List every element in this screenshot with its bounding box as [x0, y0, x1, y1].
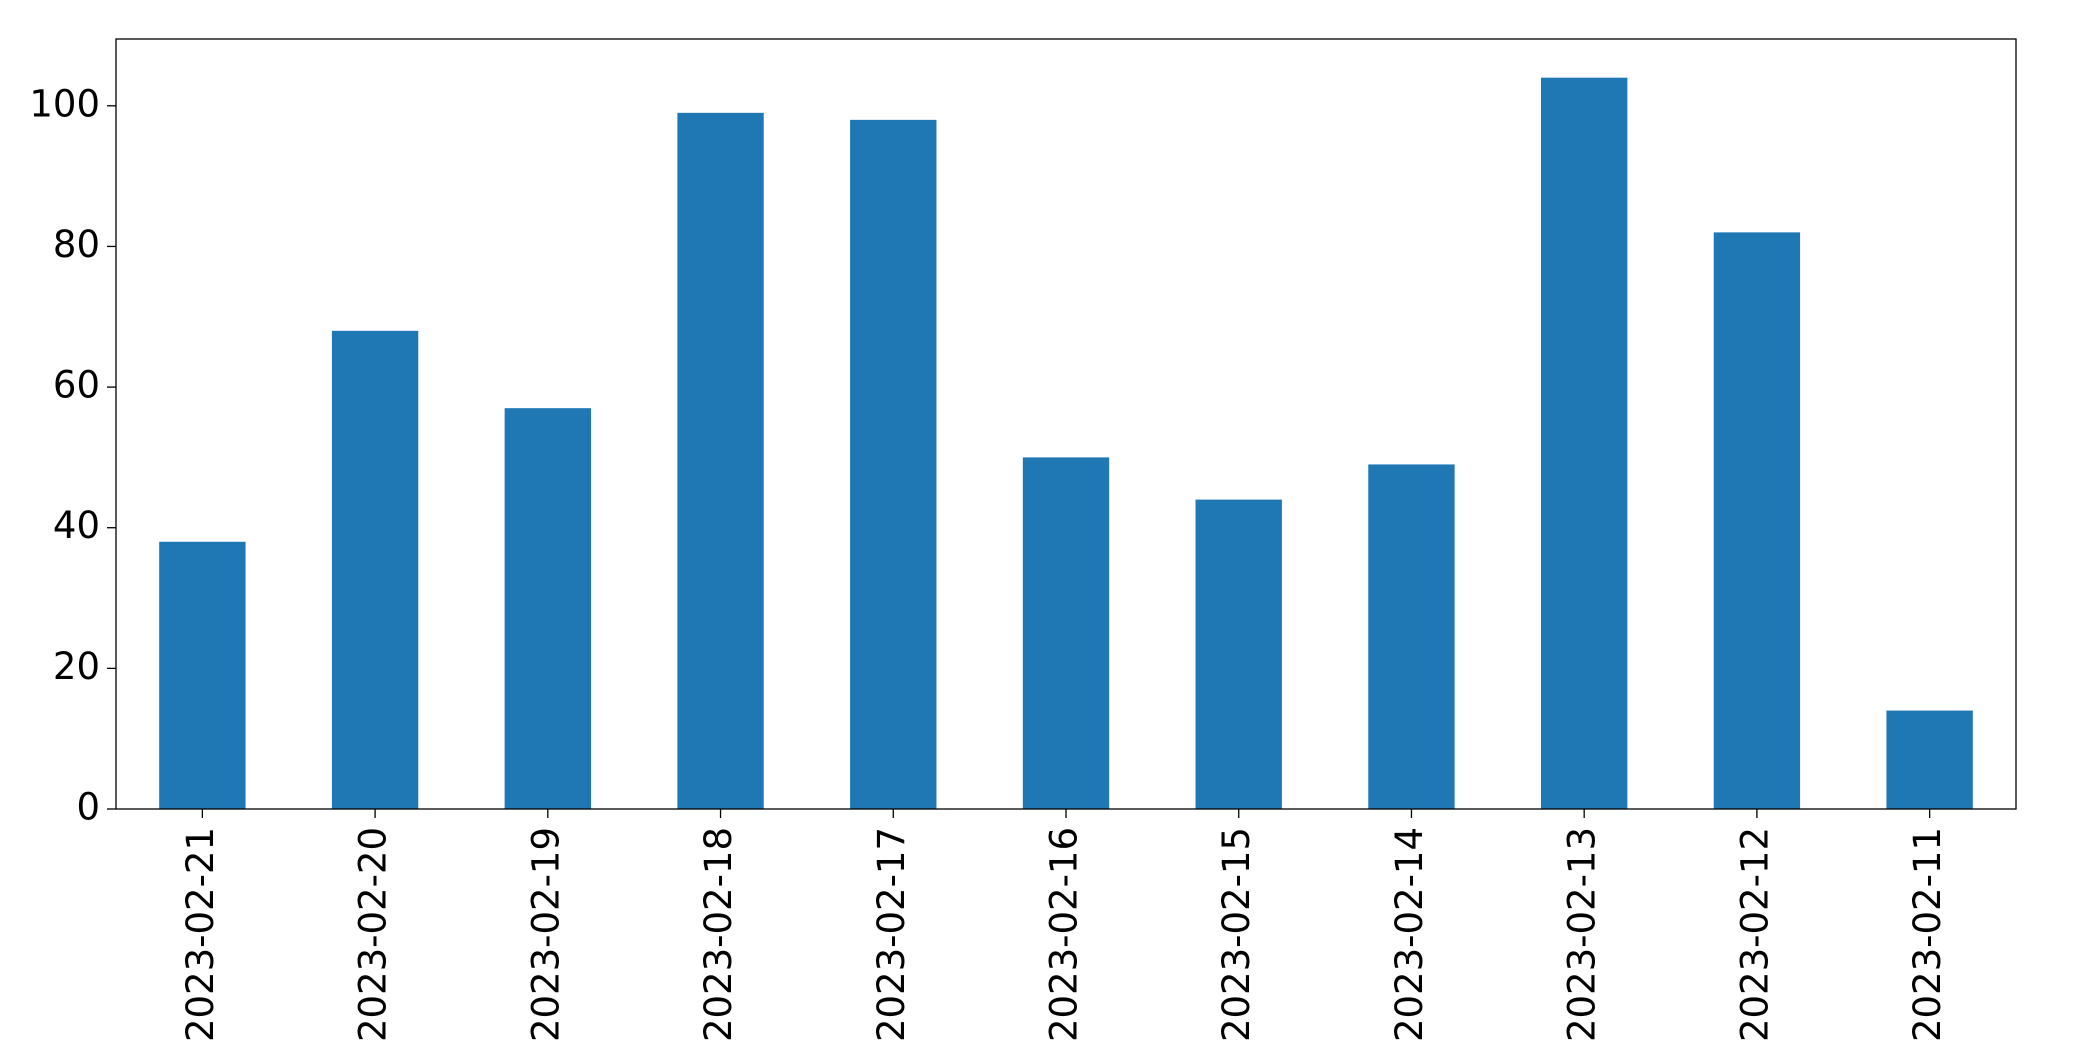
bar: [1713, 232, 1801, 809]
x-tick-label: 2023-02-19: [524, 827, 567, 1042]
x-tick-label: 2023-02-14: [1388, 827, 1431, 1042]
bar: [331, 330, 419, 809]
x-tick-label: 2023-02-13: [1561, 827, 1604, 1042]
x-tick-label: 2023-02-15: [1215, 827, 1258, 1042]
bar: [1368, 464, 1455, 809]
y-tick-label: 80: [53, 223, 100, 266]
bar: [1195, 499, 1282, 809]
bar: [159, 541, 246, 809]
x-tick-label: 2023-02-20: [352, 827, 395, 1042]
bar: [504, 408, 591, 809]
bar: [1541, 77, 1628, 810]
bar: [677, 112, 764, 809]
x-tick-label: 2023-02-21: [179, 827, 222, 1042]
x-tick-label: 2023-02-17: [870, 827, 913, 1042]
bar: [850, 119, 937, 810]
y-tick-label: 100: [29, 82, 100, 125]
x-tick-label: 2023-02-11: [1906, 827, 1949, 1042]
bar: [1886, 710, 1973, 809]
plot-frame: [115, 38, 2017, 810]
x-tick-label: 2023-02-18: [697, 827, 740, 1042]
y-tick-label: 40: [53, 504, 100, 547]
y-tick-label: 20: [53, 645, 100, 688]
x-tick-label: 2023-02-16: [1043, 827, 1086, 1042]
y-tick-label: 60: [53, 364, 100, 407]
x-tick-label: 2023-02-12: [1733, 827, 1776, 1042]
bar: [1022, 457, 1110, 809]
y-tick-label: 0: [76, 786, 100, 829]
